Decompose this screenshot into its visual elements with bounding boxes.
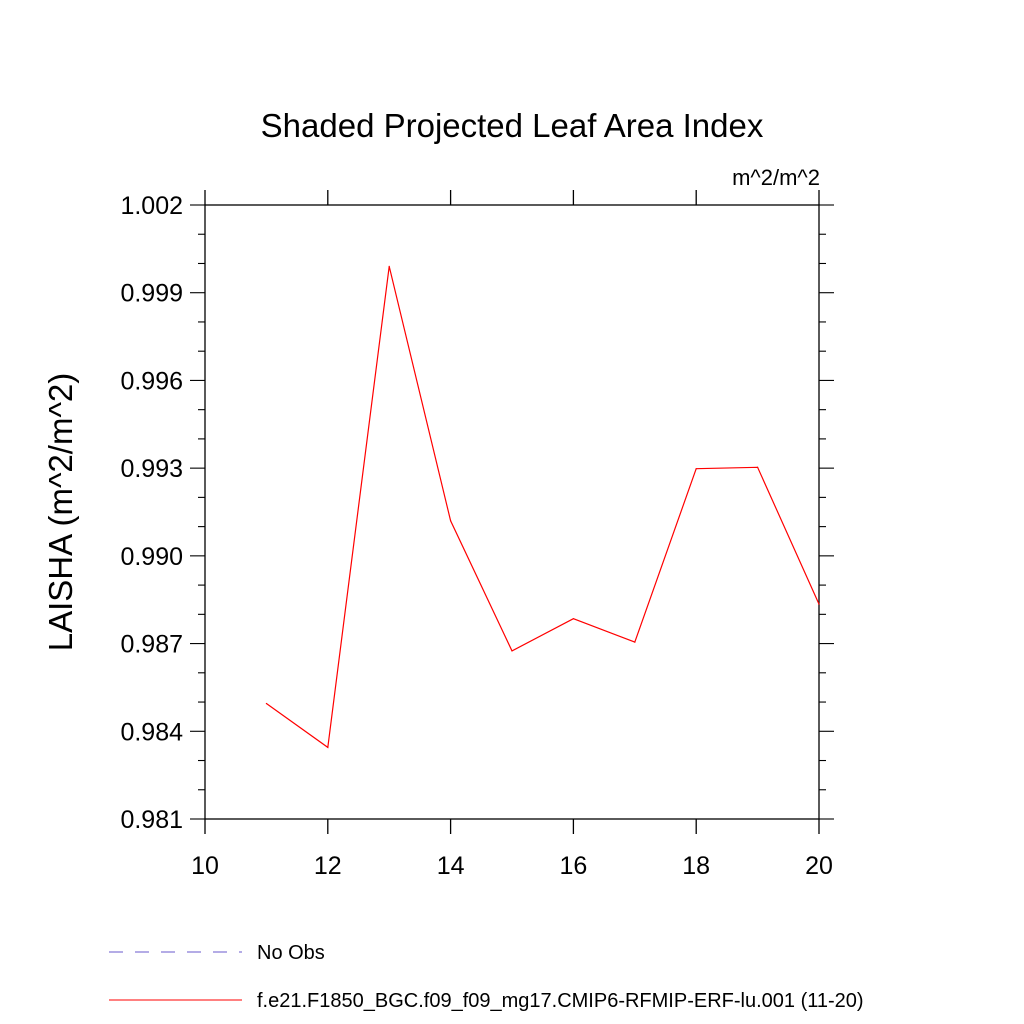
data-point (572, 618, 575, 620)
x-tick-label: 12 (314, 852, 342, 880)
y-tick-label: 0.993 (120, 455, 183, 483)
legend-label: f.e21.F1850_BGC.f09_f09_mg17.CMIP6-RFMIP… (257, 990, 864, 1012)
data-point (265, 702, 267, 705)
x-tick-label: 16 (559, 852, 587, 880)
data-point (695, 468, 697, 470)
units-label: m^2/m^2 (732, 165, 820, 190)
data-point (634, 641, 636, 643)
series-group (265, 265, 820, 749)
y-axis-label: LAISHA (m^2/m^2) (42, 373, 79, 652)
y-tick-label: 0.990 (120, 543, 183, 571)
x-tick-label: 14 (437, 852, 465, 880)
y-tick-label: 0.987 (120, 631, 183, 659)
data-point (818, 603, 820, 605)
chart-title: Shaded Projected Leaf Area Index (261, 107, 764, 144)
x-tick-label: 20 (805, 852, 833, 880)
legend-label: No Obs (257, 942, 325, 964)
y-tick-label: 0.996 (120, 367, 183, 395)
y-tick-label: 0.981 (120, 806, 183, 834)
y-tick-label: 1.002 (120, 192, 183, 220)
axis-ticks: 10 12 14 16 18 20 0.981 0.984 0.987 0.990 0.993 0.9… (120, 190, 834, 880)
y-tick-label: 0.984 (120, 718, 183, 746)
legend: No Obs f.e21.F1850_BGC.f09_f09_mg17.CMIP6… (109, 942, 864, 1012)
data-point (511, 650, 513, 652)
data-point (388, 265, 390, 267)
y-tick-label: 0.999 (120, 280, 183, 308)
data-point (450, 520, 452, 522)
data-point (327, 746, 329, 748)
plot-frame (204, 204, 820, 820)
series-line (266, 266, 820, 749)
x-tick-label: 10 (191, 852, 219, 880)
data-point (757, 466, 759, 468)
x-tick-label: 18 (682, 852, 710, 880)
